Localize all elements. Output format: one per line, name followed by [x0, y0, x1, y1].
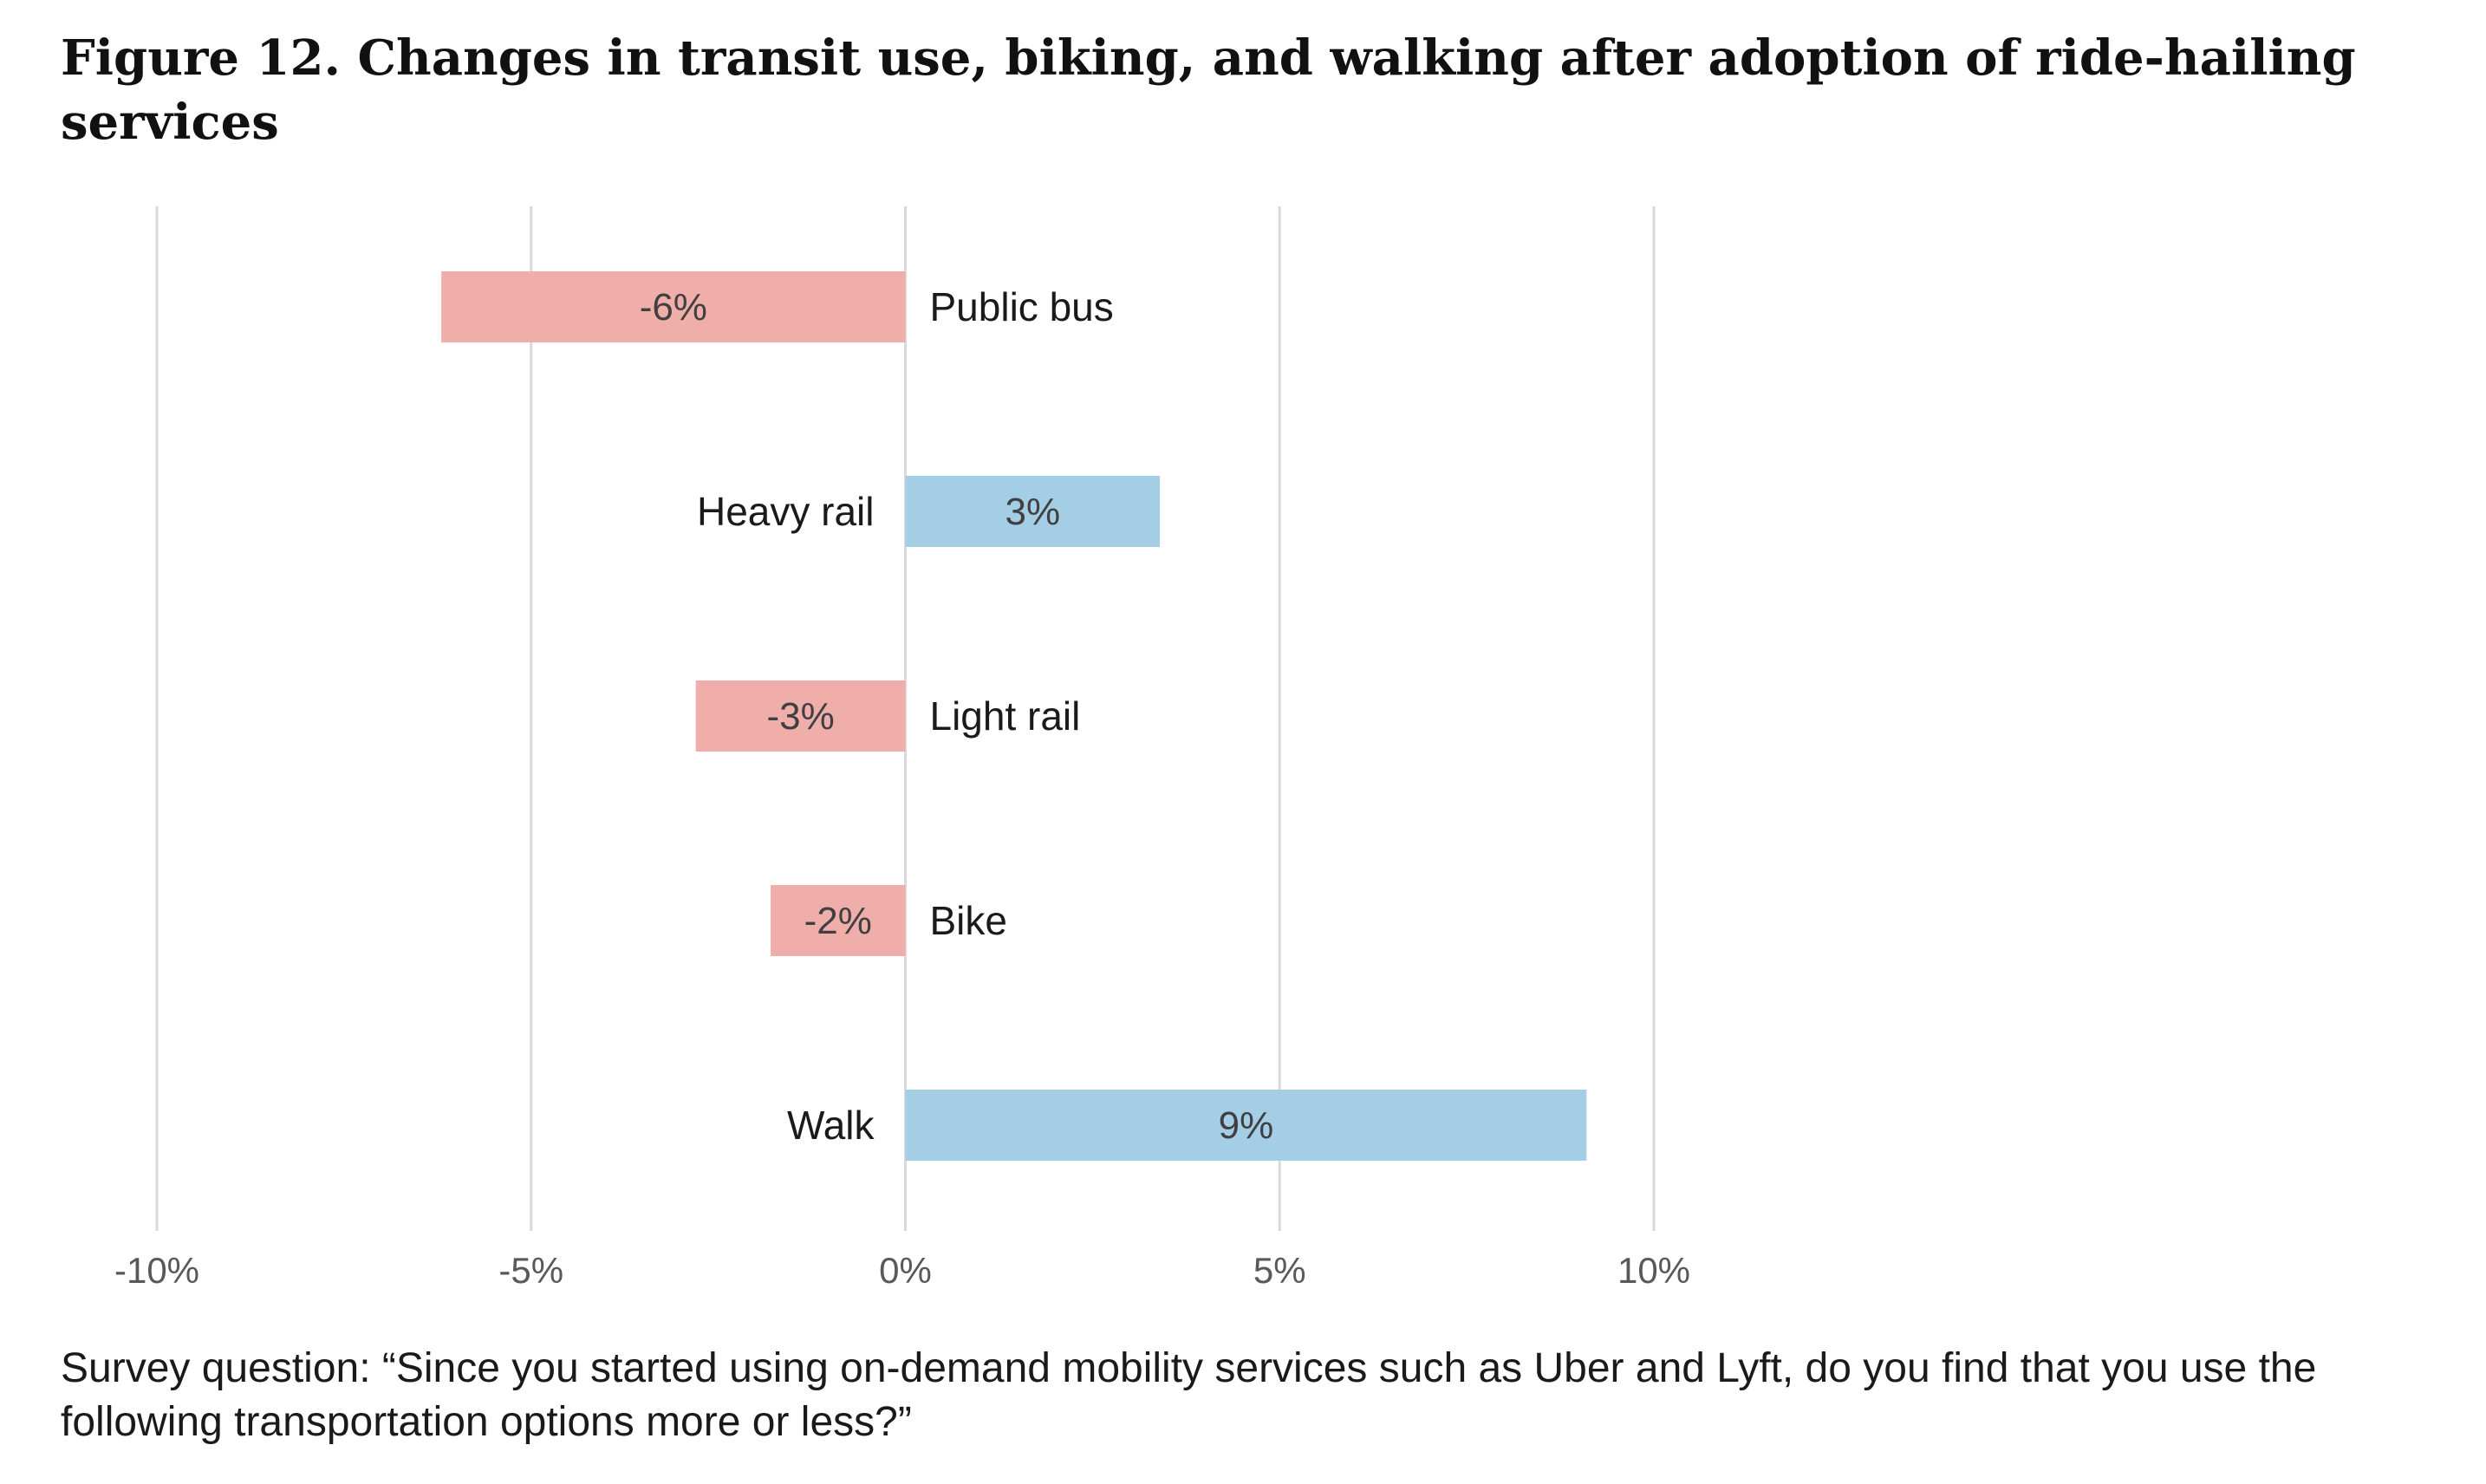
label-layer: -6% Public bus 3% Heavy rail -3% Light rail -2… — [640, 284, 1273, 1148]
category-label: Bike — [930, 898, 1007, 943]
figure-title: Figure 12. Changes in transit use, bikin… — [61, 29, 2356, 151]
bar — [695, 680, 906, 752]
x-tick-label: 5% — [1253, 1250, 1306, 1291]
data-label: 3% — [1005, 491, 1060, 533]
x-tick-label: 0% — [879, 1250, 932, 1291]
bar — [771, 885, 906, 956]
data-label: -6% — [640, 286, 707, 329]
tick-layer: -10% -5% 0% 5% 10% — [114, 1250, 1690, 1291]
data-label: -2% — [804, 900, 872, 942]
survey-caption: Survey question: “Since you started usin… — [61, 1345, 2317, 1445]
x-tick-label: -5% — [498, 1250, 563, 1291]
data-label: 9% — [1219, 1104, 1274, 1147]
bar — [441, 271, 906, 342]
data-label: -3% — [766, 695, 834, 738]
category-label: Heavy rail — [697, 489, 875, 534]
category-label: Walk — [787, 1103, 875, 1148]
x-tick-label: 10% — [1617, 1250, 1690, 1291]
category-label: Public bus — [930, 284, 1114, 329]
bar — [905, 476, 1161, 547]
bar-chart: -6% Public bus 3% Heavy rail -3% Light rail -2… — [114, 206, 1690, 1291]
x-tick-label: -10% — [114, 1250, 199, 1291]
bar — [905, 1090, 1587, 1161]
bar-layer — [441, 271, 1587, 1161]
category-label: Light rail — [930, 693, 1081, 739]
